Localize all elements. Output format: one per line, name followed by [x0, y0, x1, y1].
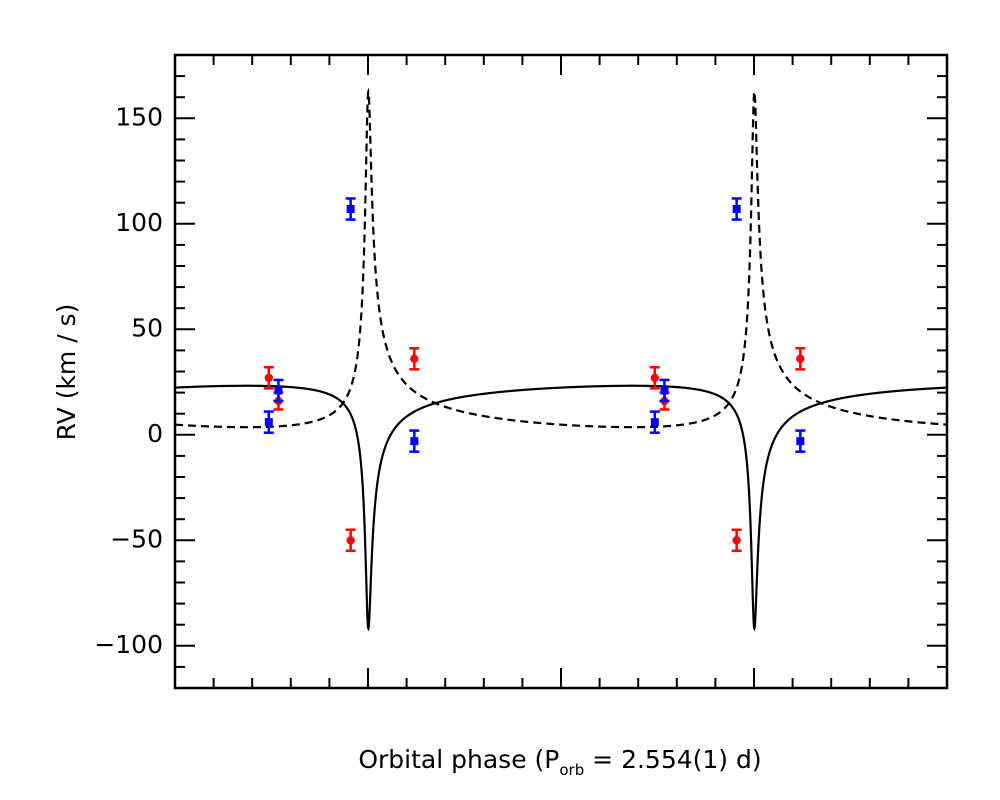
y-tick-label: −50 [110, 524, 163, 553]
y-tick-label: 150 [115, 102, 163, 131]
circle-marker [650, 373, 659, 383]
square-marker [650, 418, 659, 427]
circle-marker [410, 354, 419, 364]
circle-marker [796, 354, 805, 364]
axis-ticks [174, 54, 948, 689]
y-tick-label: −100 [94, 630, 163, 659]
primary-rv-point [795, 347, 806, 371]
square-marker [660, 386, 669, 395]
x-axis-title: Orbital phase (Porb = 2.554(1) d) [358, 745, 761, 779]
secondary-rv-point [795, 429, 806, 453]
square-marker [732, 205, 741, 214]
square-marker [410, 437, 419, 446]
circle-marker [346, 536, 355, 545]
model-curves [174, 87, 948, 632]
plot-frame [173, 53, 949, 690]
secondary-rv-point [273, 378, 284, 403]
x-axis-title-suffix: = 2.554(1) d) [584, 745, 761, 774]
y-axis-title: RV (km / s) [52, 304, 81, 441]
secondary-rv-point [345, 197, 356, 221]
square-marker [346, 205, 355, 214]
circle-marker [732, 536, 741, 545]
x-axis-title-subscript: orb [559, 761, 584, 779]
primary-rv-point [409, 347, 420, 371]
square-marker [274, 386, 283, 395]
square-marker [796, 437, 805, 446]
y-tick-labels: −100 −50 0 50 100 150 [94, 102, 163, 659]
circle-marker [264, 373, 273, 383]
secondary-rv-point [649, 410, 660, 434]
primary-rv-point [649, 366, 660, 390]
y-tick-label: 50 [131, 313, 163, 342]
primary-model-curve [174, 384, 948, 632]
y-tick-label: 0 [147, 419, 163, 448]
primary-rv-point [731, 528, 742, 553]
secondary-rv-point [263, 410, 274, 434]
secondary-rv-point [731, 197, 742, 221]
y-tick-label: 100 [115, 208, 163, 237]
data-points [263, 197, 806, 553]
primary-rv-point [263, 366, 274, 390]
secondary-rv-point [409, 429, 420, 453]
square-marker [264, 418, 273, 427]
secondary-model-curve [174, 87, 948, 429]
x-axis-title-prefix: Orbital phase (P [358, 745, 559, 774]
primary-rv-point [345, 528, 356, 553]
secondary-rv-point [659, 378, 670, 403]
